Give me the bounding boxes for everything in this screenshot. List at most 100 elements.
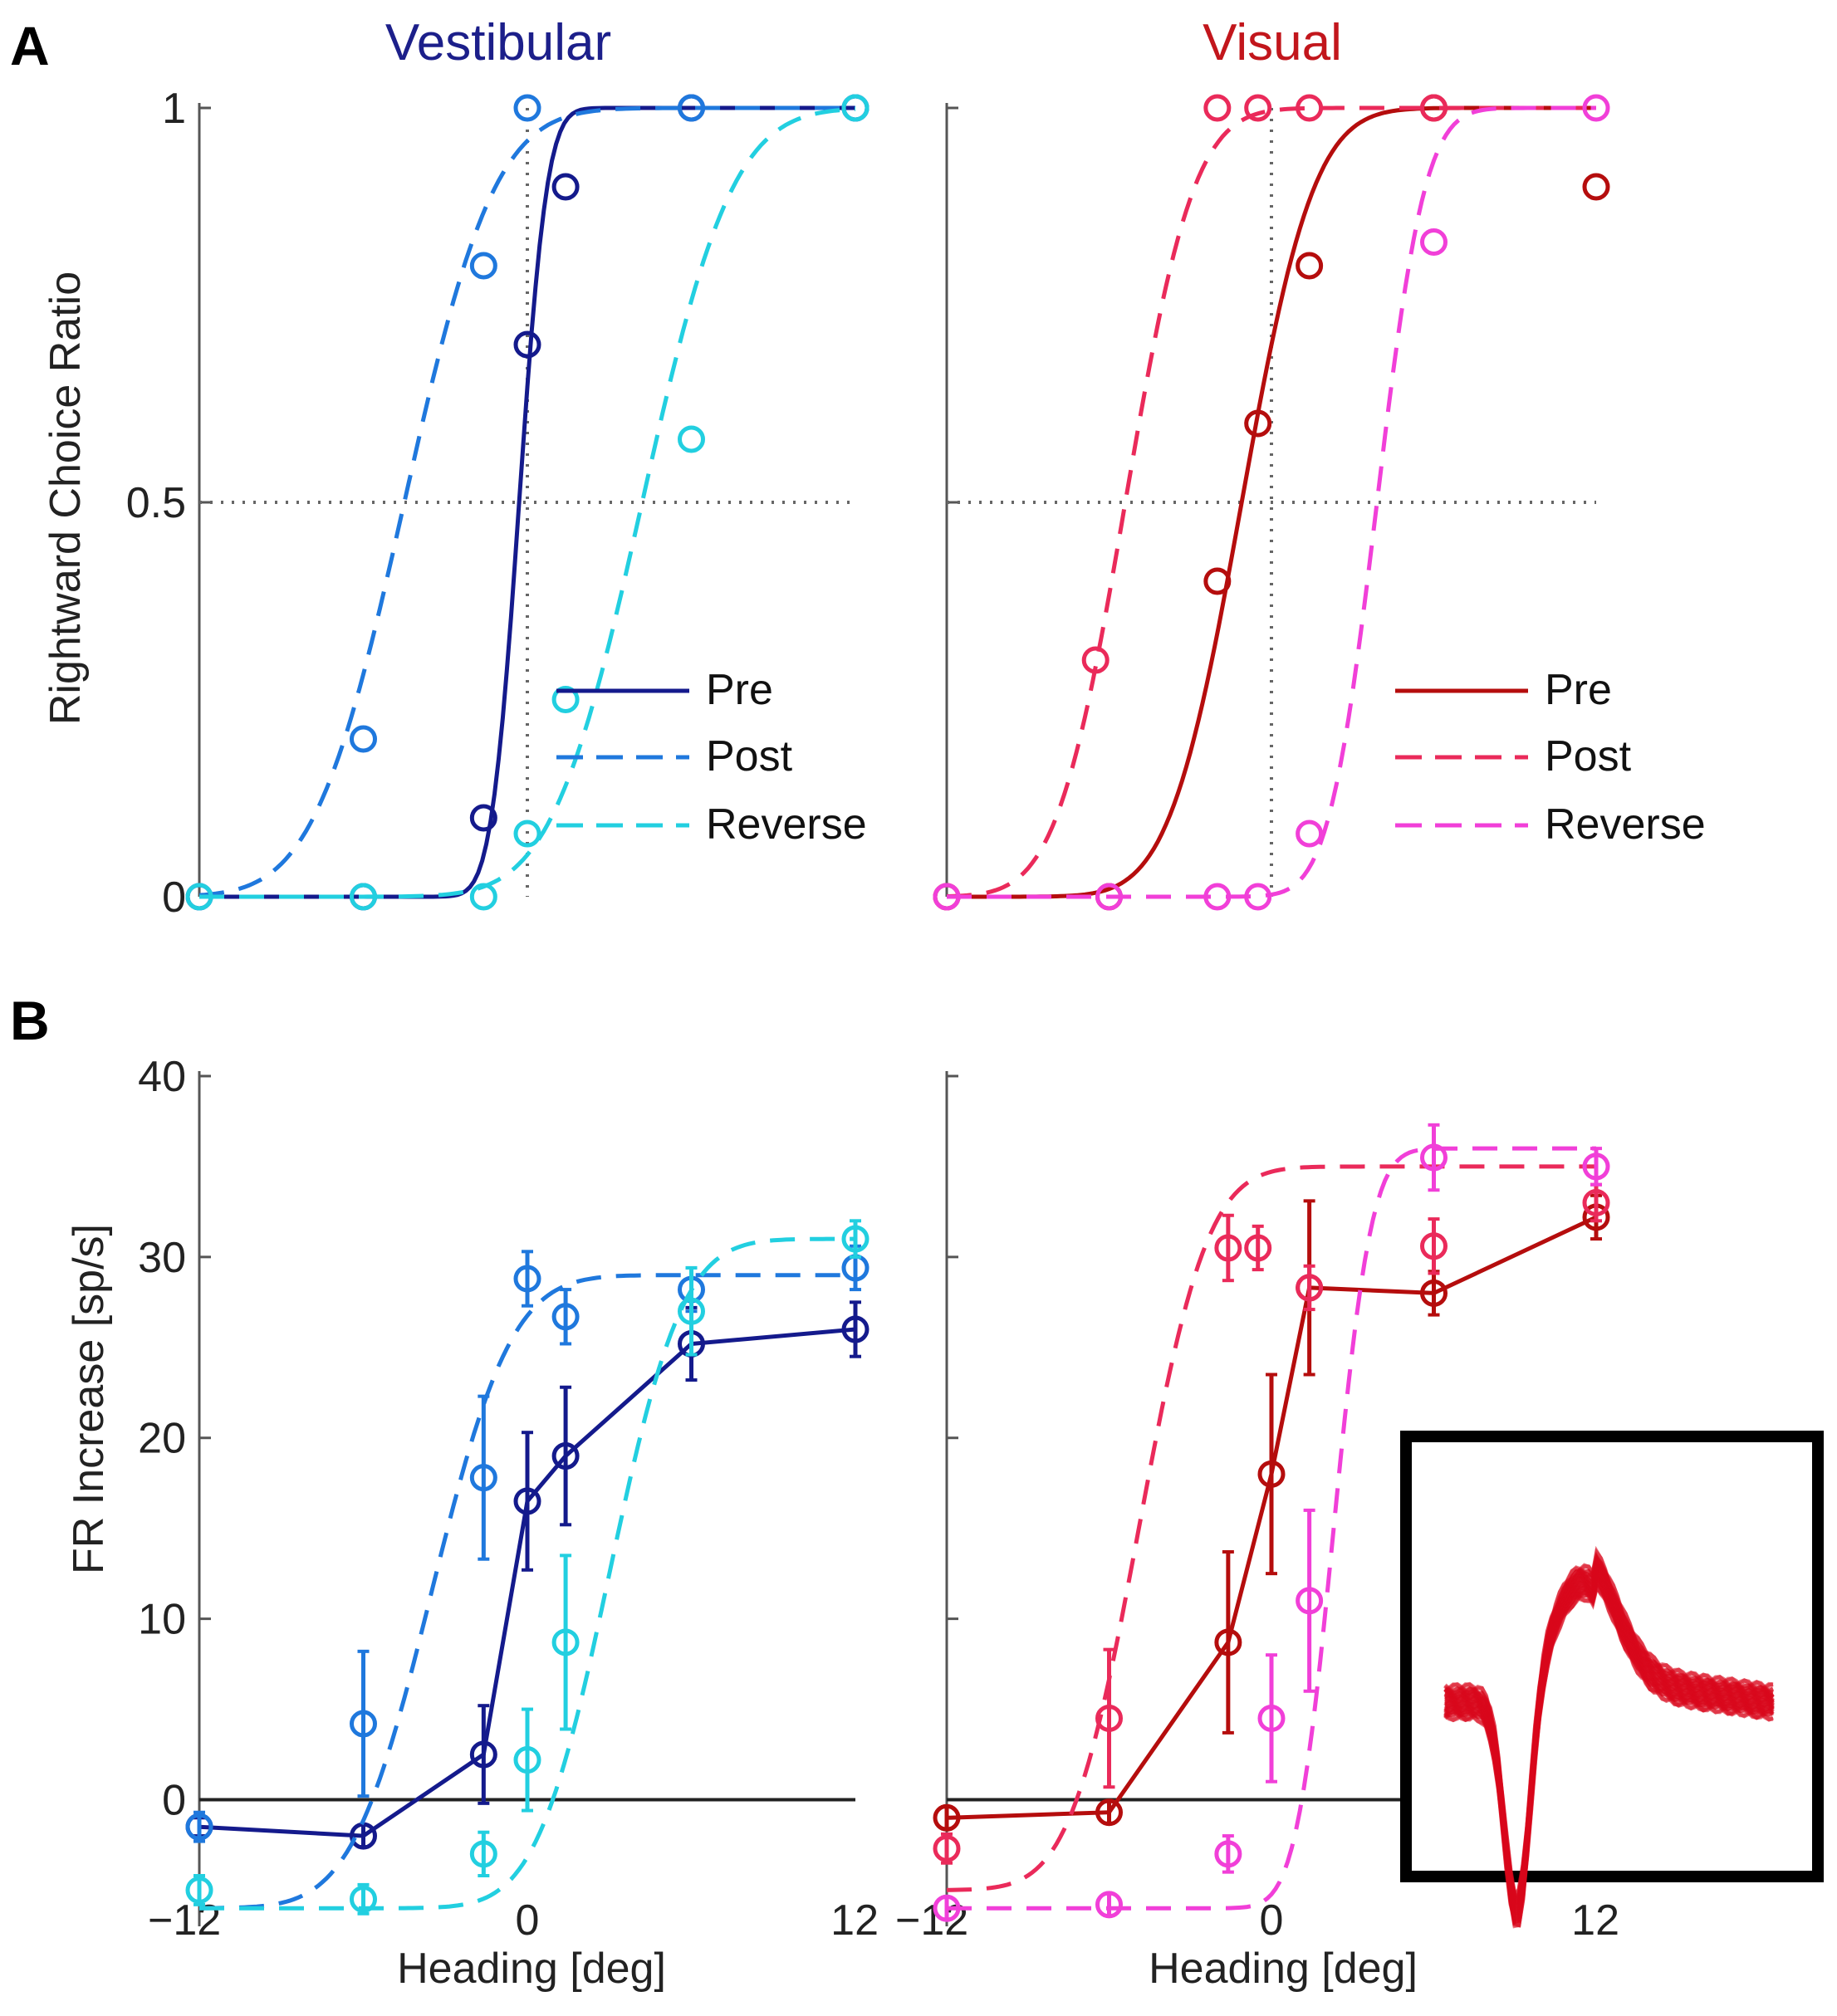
series-line [199, 106, 856, 899]
series-line [947, 1146, 1596, 1911]
data-point [1244, 883, 1272, 911]
series-reverse [933, 1123, 1610, 1922]
series-line [199, 1236, 855, 1911]
data-point [1214, 1628, 1242, 1656]
x-tick-label: 12 [830, 1896, 879, 1945]
data-point [678, 1297, 705, 1325]
chart-B-vestibular: 0 10 20 30 40 −12 0 12 [138, 1053, 879, 1945]
title-visual: Visual [1203, 14, 1342, 71]
legend-label: Post [1545, 732, 1632, 780]
data-point [513, 94, 541, 122]
y-tick-label: 30 [138, 1234, 186, 1282]
data-point [1257, 1460, 1286, 1488]
chart-B-visual: −12 0 12 [895, 1071, 1619, 1945]
data-point [1582, 1152, 1610, 1181]
data-point [513, 1746, 541, 1774]
data-point [1244, 94, 1272, 122]
data-point [469, 252, 497, 280]
chart-A-vestibular: 0 0.5 1 Pre Post Reverse [126, 85, 870, 922]
data-point [551, 173, 580, 201]
data-point [1420, 228, 1448, 256]
data-point [350, 1885, 377, 1913]
panel-label-a: A [10, 15, 50, 76]
data-point [1582, 1189, 1610, 1217]
legend-label: Pre [706, 666, 773, 714]
data-point [551, 1303, 580, 1331]
inset-spike-waveforms [1443, 1545, 1775, 1929]
x-tick-label: 0 [1260, 1896, 1284, 1945]
data-point [1095, 1891, 1123, 1919]
data-point [1296, 820, 1324, 848]
legend-label: Pre [1545, 666, 1612, 714]
series-line [198, 105, 855, 898]
xlabel-vestibular: Heading [deg] [397, 1945, 666, 1993]
data-point [469, 1740, 497, 1769]
y-tick-label: 1 [162, 85, 186, 133]
data-point [678, 425, 705, 453]
data-point [350, 725, 377, 753]
data-point [1420, 94, 1448, 122]
data-point [1203, 567, 1232, 595]
data-point [1582, 173, 1610, 201]
data-point [513, 1487, 541, 1515]
y-tick-label: 0 [162, 873, 186, 922]
data-point [1203, 883, 1232, 911]
y-tick-label: 20 [138, 1415, 186, 1463]
x-tick-label: 12 [1571, 1896, 1619, 1945]
data-point [1081, 646, 1110, 674]
chart-A-visual: Pre Post Reverse [933, 94, 1706, 911]
plots: 0 0.5 1 Pre Post Reverse Pre Post Reverse 0 10 20 30… [126, 85, 1706, 1945]
data-point [841, 1225, 870, 1253]
series-reverse [185, 94, 870, 911]
data-point [551, 1628, 580, 1656]
data-point [841, 1315, 870, 1343]
data-point [1296, 252, 1324, 280]
data-point [1296, 1274, 1324, 1302]
series-post [933, 1164, 1610, 1892]
data-point [1095, 1704, 1123, 1732]
data-point [1244, 1234, 1272, 1262]
series-line [946, 1164, 1596, 1892]
data-point [1296, 94, 1324, 122]
legend-label: Reverse [706, 800, 867, 849]
data-point [185, 1813, 213, 1841]
data-point [1095, 1798, 1123, 1827]
data-point [1244, 409, 1272, 438]
data-point [1203, 94, 1232, 122]
data-point [551, 686, 580, 713]
data-point [551, 1442, 580, 1470]
data-point [185, 883, 213, 911]
data-point [933, 1834, 961, 1862]
y-tick-label: 0 [162, 1776, 186, 1824]
data-point [185, 1876, 213, 1904]
y-tick-label: 10 [138, 1596, 186, 1644]
y-tick-label: 40 [138, 1053, 186, 1101]
data-point [933, 1803, 961, 1832]
data-point [678, 94, 705, 122]
data-point [1296, 1587, 1324, 1615]
data-point [933, 1894, 961, 1922]
title-vestibular: Vestibular [385, 14, 611, 71]
data-point [1420, 1143, 1448, 1172]
legend-label: Reverse [1545, 800, 1706, 849]
series-reverse [933, 94, 1610, 911]
data-point [350, 1710, 377, 1738]
data-point [1095, 883, 1123, 911]
data-point [1214, 1840, 1242, 1868]
xlabel-visual: Heading [deg] [1149, 1945, 1418, 1993]
x-tick-label: 0 [516, 1896, 540, 1945]
ylabel-panel-a: Rightward Choice Ratio [42, 272, 90, 725]
data-point [513, 330, 541, 359]
panel-label-b: B [10, 990, 50, 1051]
data-point [933, 883, 961, 911]
data-point [469, 804, 497, 832]
data-point [1214, 1234, 1242, 1262]
series-line [199, 1273, 855, 1911]
data-point [469, 1464, 497, 1492]
ylabel-panel-b: FR Increase [sp/s] [65, 1224, 113, 1574]
waveform-trace [1444, 1556, 1775, 1909]
data-point [1420, 1279, 1448, 1307]
data-point [1420, 1232, 1448, 1260]
data-point [513, 820, 541, 848]
